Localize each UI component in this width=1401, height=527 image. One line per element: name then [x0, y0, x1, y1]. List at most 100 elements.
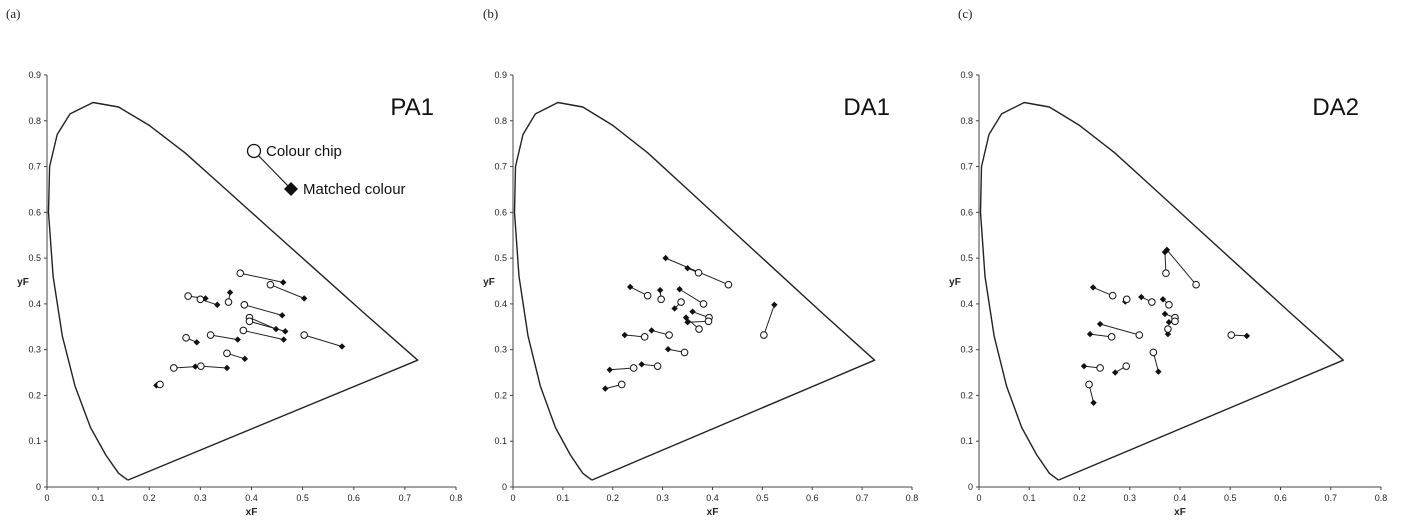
matched-colour-point — [280, 336, 287, 343]
colour-chip-point — [1227, 331, 1236, 339]
pair-connector-line — [1166, 249, 1197, 285]
colour-chip-point — [1165, 301, 1173, 309]
pair-connector-line — [249, 320, 286, 332]
chart-panel-a: (a) 0 0.1 0.2 0.3 0.4 0.5 0.6 0.7 0.8 0.9 0 0.1 0.2 0… — [0, 0, 467, 527]
matched-colour-point — [300, 295, 308, 302]
panel-title: DA2 — [1312, 94, 1359, 121]
pair-connector-line — [304, 334, 343, 347]
y-tick-label: 0.1 — [494, 436, 507, 446]
matched-colour-point — [192, 363, 199, 370]
matched-colour-point — [1161, 310, 1169, 318]
gamut-boundary-curve — [979, 101, 1344, 481]
matched-colour-point — [656, 286, 664, 294]
x-tick-label: 0.3 — [194, 493, 207, 503]
matched-colour-point — [1090, 399, 1097, 406]
x-tick-label: 0.8 — [906, 493, 919, 503]
y-tick-label: 0.2 — [960, 390, 973, 400]
y-tick-label: 0.4 — [494, 299, 507, 309]
matched-colour-point — [279, 279, 287, 286]
colour-chip-point — [239, 326, 248, 335]
matched-colour-point — [1096, 320, 1104, 328]
matched-colour-point — [689, 308, 696, 315]
colour-chip-point — [223, 349, 231, 358]
matched-colour-point — [1111, 369, 1119, 376]
y-tick-label: 0.1 — [960, 436, 973, 446]
x-tick-label: 0.6 — [1274, 493, 1287, 503]
y-tick-label: 0.3 — [28, 345, 41, 355]
pair-connector-line — [210, 334, 238, 341]
panel-label: (c) — [958, 6, 973, 21]
panel-label: (b) — [483, 6, 499, 21]
colour-chip-point — [245, 317, 254, 326]
y-tick-label: 0.7 — [28, 162, 41, 172]
y-axis-label: yF — [483, 277, 495, 288]
colour-chip-point — [1122, 362, 1131, 370]
colour-chip-point — [182, 333, 190, 342]
y-tick-label: 0.5 — [28, 253, 41, 263]
pair-connector-line — [763, 304, 775, 336]
y-axis-label: yF — [17, 277, 29, 288]
colour-chip-point — [266, 280, 275, 289]
pair-connector-line — [1099, 323, 1140, 336]
matched-colour-point — [627, 283, 634, 291]
colour-chip-point — [1192, 280, 1200, 289]
y-tick-label: 0.2 — [28, 390, 41, 400]
y-tick-label: 0.6 — [494, 207, 507, 217]
y-tick-label: 0.3 — [494, 345, 507, 355]
y-tick-label: 0.7 — [960, 162, 973, 172]
colour-chip-point — [1149, 348, 1158, 357]
x-tick-label: 0.3 — [1123, 493, 1136, 503]
colour-chip-point — [704, 317, 713, 326]
y-tick-label: 0.8 — [28, 116, 41, 126]
panel-label: (a) — [6, 6, 21, 21]
gamut-boundary-curve — [47, 101, 419, 481]
matched-colour-point — [638, 361, 645, 368]
colour-chip-point — [1122, 295, 1131, 304]
chart-panel-c: (c) 0 0.1 0.2 0.3 0.4 0.5 0.6 0.7 0.8 0.9 0 0.1 0.2 0… — [934, 0, 1401, 527]
y-tick-label: 0.9 — [28, 70, 41, 80]
colour-chip-point — [236, 269, 245, 278]
colour-chip-point — [169, 364, 178, 372]
colour-chip-point — [1107, 333, 1116, 341]
pair-connector-line — [679, 288, 704, 305]
legend-matched-label: Matched colour — [303, 181, 406, 198]
x-tick-label: 0.4 — [1174, 493, 1187, 503]
pair-connector-line — [240, 272, 284, 283]
colour-chip-point — [629, 364, 638, 372]
pair-connector-line — [609, 367, 634, 371]
colour-chip-point — [653, 362, 662, 370]
x-tick-label: 0.6 — [347, 493, 360, 503]
x-axis-label: xF — [707, 507, 719, 518]
pair-connector-line — [200, 365, 227, 369]
x-tick-label: 0.1 — [557, 493, 570, 503]
matched-colour-point — [1243, 332, 1251, 340]
x-tick-label: 0.1 — [1023, 493, 1036, 503]
chart-svg: 0 0.1 0.2 0.3 0.4 0.5 0.6 0.7 0.8 0.9 0 0.1 0.2 0.3 0.… — [17, 70, 462, 518]
colour-chip-point — [196, 295, 205, 304]
colour-chip-point — [1108, 291, 1117, 300]
y-tick-label: 0 — [502, 482, 507, 492]
colour-chip-point — [1135, 331, 1144, 339]
matched-colour-point — [602, 385, 609, 392]
colour-chip-point — [1148, 298, 1156, 306]
y-tick-label: 0.4 — [28, 299, 41, 309]
matched-colour-point — [241, 355, 249, 363]
y-tick-label: 0.5 — [494, 253, 507, 263]
matched-colour-point — [1138, 293, 1145, 301]
matched-colour-point — [684, 264, 691, 272]
x-tick-label: 0.1 — [92, 493, 105, 503]
colour-chip-point — [643, 291, 652, 300]
y-axis-label: yF — [949, 277, 961, 288]
colour-chip-point — [1164, 325, 1172, 333]
x-tick-label: 0.2 — [606, 493, 619, 503]
matched-colour-point — [1089, 284, 1097, 291]
x-tick-label: 0 — [44, 493, 49, 503]
colour-chip-point — [1096, 364, 1104, 372]
matched-colour-point — [684, 319, 691, 326]
x-tick-label: 0 — [976, 493, 981, 503]
x-axis-label: xF — [246, 507, 258, 518]
colour-chip-point — [665, 331, 673, 339]
colour-chip-point — [300, 331, 308, 339]
matched-colour-point — [1165, 319, 1173, 326]
matched-colour-point — [1086, 330, 1094, 338]
